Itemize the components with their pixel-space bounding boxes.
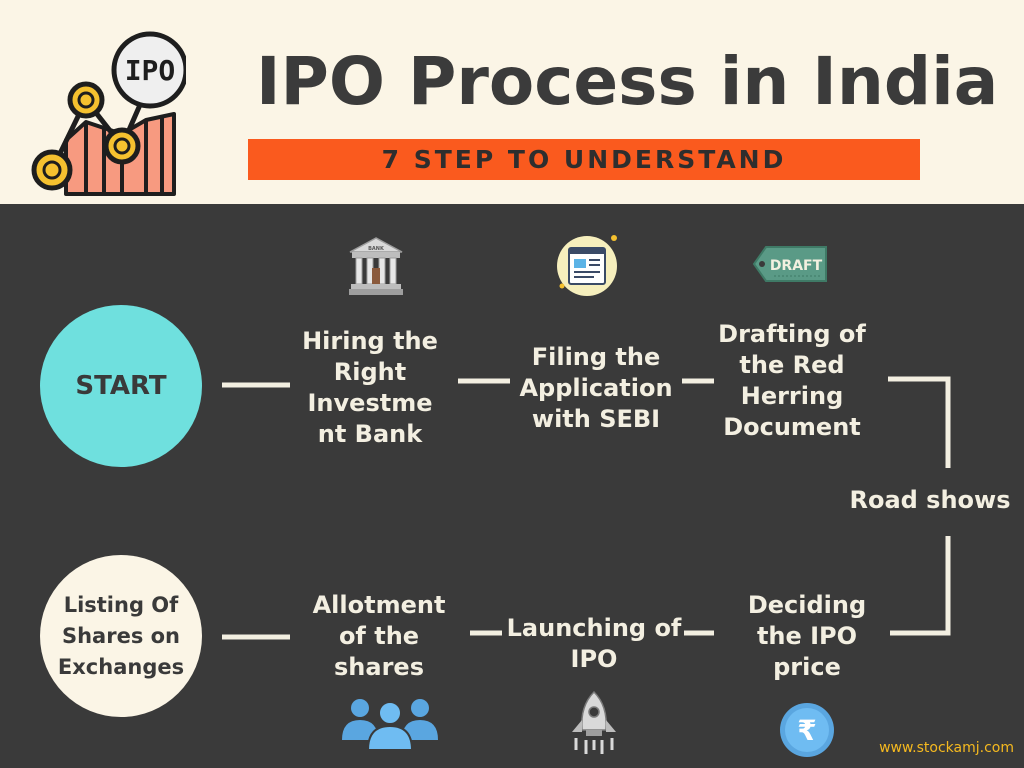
page-title: IPO Process in India [256, 43, 999, 120]
step-launching: Launching of IPO [504, 613, 684, 675]
bank-icon-label: BANK [368, 246, 385, 252]
step-hiring: Hiring the Right Investme nt Bank [294, 326, 446, 450]
step-deciding: Deciding the IPO price [726, 590, 888, 683]
draft-icon-label: DRAFT [770, 258, 823, 274]
step-allotment-label: Allotment of the shares [312, 591, 446, 681]
step-filing-label: Filing the Application with SEBI [519, 343, 673, 433]
step-drafting: Drafting of the Red Herring Document [712, 319, 872, 443]
step-roadshows: Road shows [836, 485, 1024, 516]
step-allotment: Allotment of the shares [296, 590, 462, 683]
step-roadshows-label: Road shows [849, 486, 1011, 514]
bank-icon: BANK [349, 237, 403, 295]
listing-node: Listing Of Shares on Exchanges [40, 555, 202, 717]
start-node: START [40, 305, 202, 467]
draft-tag-icon: DRAFT [752, 246, 827, 282]
listing-label: Listing Of Shares on Exchanges [57, 592, 185, 679]
step-hiring-label: Hiring the Right Investme nt Bank [302, 327, 438, 448]
subtitle-text: 7 STEP TO UNDERSTAND [381, 145, 787, 174]
rocket-icon [572, 690, 616, 754]
step-drafting-label: Drafting of the Red Herring Document [718, 320, 866, 441]
subtitle-banner: 7 STEP TO UNDERSTAND [248, 139, 920, 180]
logo-text: IPO [125, 54, 176, 87]
rupee-symbol: ₹ [797, 714, 816, 747]
connector-drafting-roadshows [888, 376, 951, 468]
header-panel: IPO IPO Process in India 7 STEP TO UNDER… [0, 0, 1024, 204]
ipo-chart-icon: IPO [31, 31, 186, 196]
step-launching-label: Launching of IPO [506, 614, 682, 673]
connector-roadshows-deciding [890, 536, 951, 636]
step-deciding-label: Deciding the IPO price [747, 591, 867, 681]
rupee-icon: ₹ [780, 703, 834, 757]
step-filing: Filing the Application with SEBI [510, 342, 682, 435]
start-label: START [75, 371, 167, 401]
people-icon [342, 699, 438, 750]
website-link[interactable]: www.stockamj.com [879, 740, 1014, 756]
document-icon [557, 235, 617, 296]
